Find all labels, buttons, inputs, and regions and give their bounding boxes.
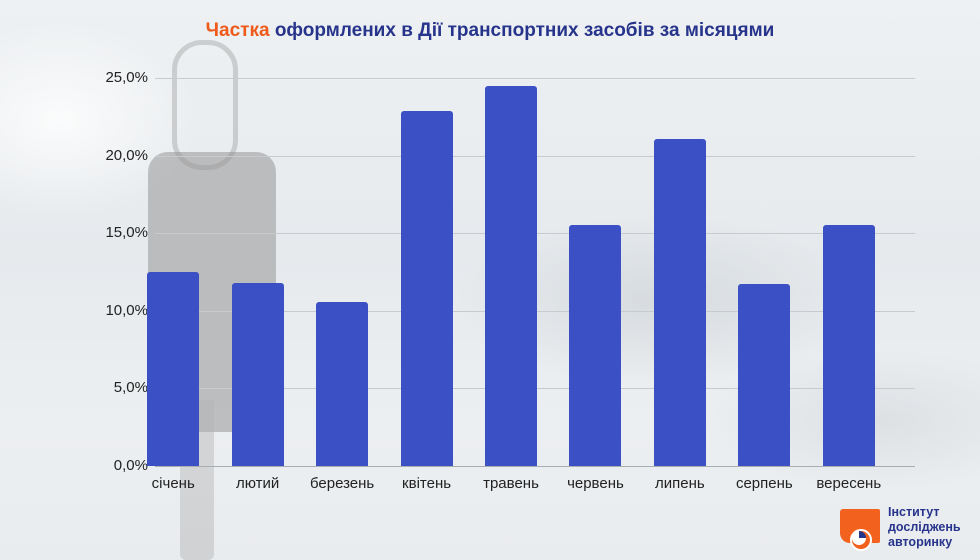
x-tick-label: серпень <box>735 475 793 492</box>
bar-березень <box>316 301 369 466</box>
chart-title-accent: Частка <box>205 20 270 41</box>
logo: Інститут досліджень авторинку <box>836 505 976 553</box>
x-tick-label: березень <box>309 475 375 492</box>
x-tick-label: травень <box>483 475 539 492</box>
y-tick-label: 0,0% <box>113 457 148 474</box>
y-tick-label: 20,0% <box>105 146 148 164</box>
logo-line-1: Інститут <box>888 505 940 519</box>
chart-title: Частка оформлених в Дії транспортних зас… <box>0 20 980 42</box>
bar-квітень <box>400 110 453 466</box>
gridline <box>155 466 915 467</box>
logo-line-2: досліджень <box>888 520 961 534</box>
gridline <box>155 78 915 79</box>
x-tick-label: червень <box>567 475 624 492</box>
bar-червень <box>569 225 622 466</box>
logo-text: Інститут досліджень авторинку <box>888 505 961 550</box>
logo-pie-icon <box>852 531 866 545</box>
y-tick-label: 15,0% <box>105 224 148 242</box>
x-tick-label: липень <box>655 475 705 492</box>
bar-липень <box>653 138 706 466</box>
x-tick-label: квітень <box>402 475 452 492</box>
y-tick-label: 25,0% <box>105 69 148 86</box>
y-tick-label: 5,0% <box>113 379 148 397</box>
x-tick-label: січень <box>151 475 195 492</box>
bar-січень <box>147 272 200 466</box>
y-tick-label: 10,0% <box>105 301 148 319</box>
chart-title-rest: оформлених в Дії транспортних засобів за… <box>269 20 775 41</box>
plot-area <box>147 78 915 467</box>
bar-серпень <box>738 284 791 466</box>
bar-вересень <box>822 225 875 466</box>
bar-травень <box>485 85 537 466</box>
logo-line-3: авторинку <box>888 535 953 549</box>
x-tick-label: лютий <box>236 475 280 492</box>
x-tick-label: вересень <box>816 475 882 492</box>
bar-лютий <box>231 282 284 466</box>
